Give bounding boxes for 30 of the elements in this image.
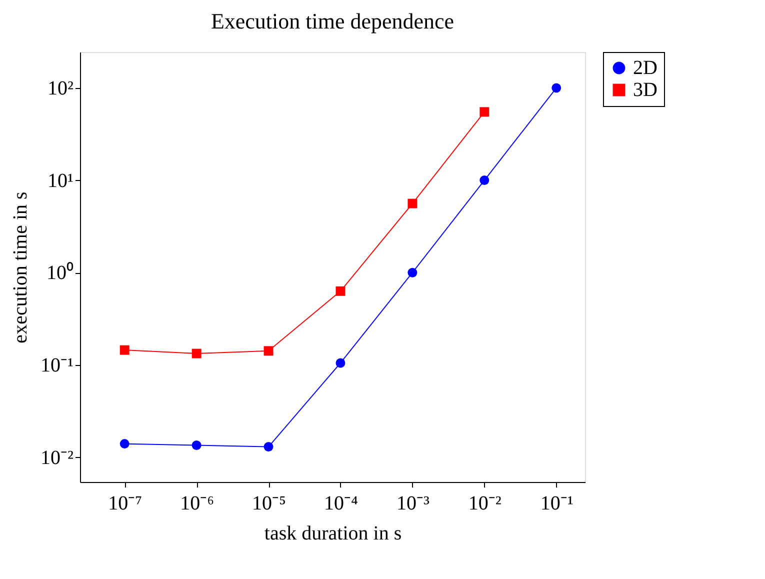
point — [408, 198, 418, 208]
y-tick-label: 10² — [48, 77, 74, 100]
legend-label: 2D — [633, 57, 658, 79]
y-tick-label: 10⁻² — [40, 446, 74, 469]
chart-title: Execution time dependence — [210, 8, 454, 34]
x-tick-label: 10⁻⁴ — [324, 492, 358, 514]
x-tick-label: 10⁻⁶ — [180, 492, 214, 514]
point — [264, 346, 274, 356]
y-axis-title: execution time in s — [10, 191, 32, 344]
x-tick-label: 10⁻⁷ — [108, 492, 142, 514]
point — [192, 440, 202, 450]
legend-label: 3D — [633, 79, 658, 101]
point — [480, 107, 490, 117]
y-tick-label: 10¹ — [48, 170, 74, 192]
point — [120, 345, 130, 355]
point — [480, 176, 490, 186]
point — [264, 442, 274, 452]
x-tick-label: 10⁻² — [468, 492, 502, 514]
x-tick-label: 10⁻¹ — [540, 492, 574, 514]
y-tick-label: 10⁻¹ — [40, 354, 74, 376]
x-tick-label: 10⁻³ — [396, 492, 430, 514]
point — [336, 286, 346, 296]
point — [336, 358, 346, 368]
point — [552, 83, 562, 93]
point — [192, 348, 202, 358]
y-tick-label: 10⁰ — [46, 261, 74, 284]
x-axis-title: task duration in s — [264, 522, 402, 544]
point — [120, 439, 130, 449]
x-tick-label: 10⁻⁵ — [252, 492, 286, 514]
point — [408, 268, 418, 278]
